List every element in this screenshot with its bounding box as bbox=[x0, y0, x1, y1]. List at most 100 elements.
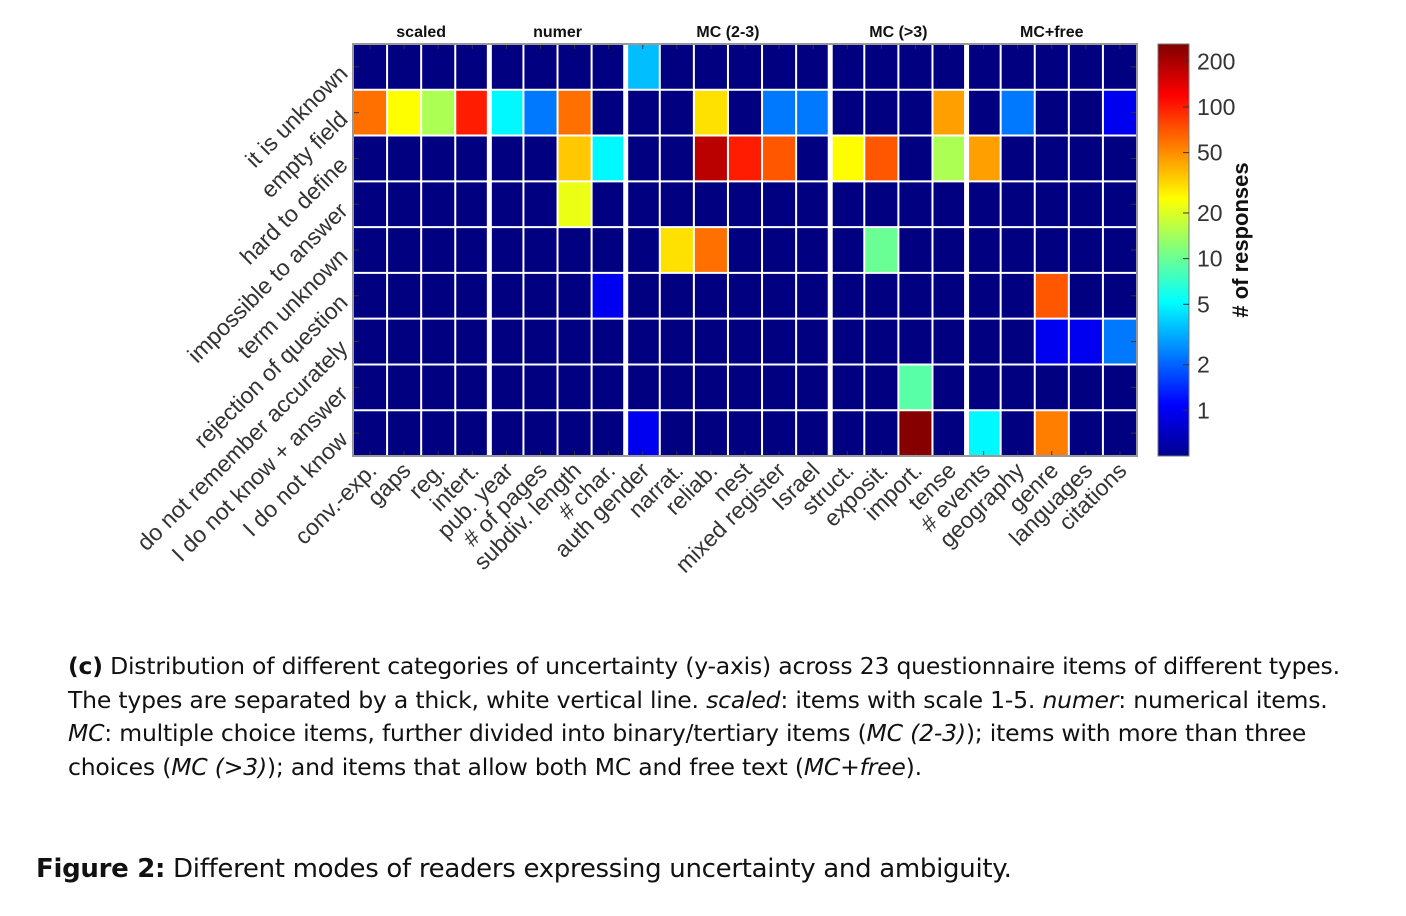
heatmap-cell bbox=[455, 181, 490, 228]
heatmap-cell bbox=[1034, 410, 1070, 457]
heatmap-cell bbox=[830, 364, 865, 411]
heatmap-gridlines bbox=[352, 43, 1138, 457]
colorbar-tick-label: 200 bbox=[1197, 48, 1235, 74]
heatmap-cell bbox=[898, 318, 933, 365]
heatmap-cell bbox=[1068, 181, 1104, 228]
heatmap-cell bbox=[557, 227, 593, 274]
heatmap-cell bbox=[557, 364, 593, 411]
heatmap-cell bbox=[1000, 181, 1036, 228]
heatmap-cell bbox=[898, 410, 933, 457]
heatmap-cell bbox=[727, 364, 763, 411]
heatmap-cell bbox=[762, 44, 797, 91]
colorbar-gradient bbox=[1157, 43, 1190, 457]
heatmap-cell bbox=[421, 318, 456, 365]
heatmap-cell bbox=[455, 89, 490, 137]
heatmap-cell bbox=[762, 318, 797, 365]
heatmap-cell bbox=[966, 89, 1002, 137]
heatmap-cell bbox=[898, 364, 933, 411]
heatmap-cell bbox=[864, 318, 899, 365]
heatmap-cell bbox=[830, 135, 865, 182]
heatmap-cell bbox=[1034, 318, 1070, 365]
heatmap-cell bbox=[898, 181, 933, 228]
heatmap-cell bbox=[591, 227, 627, 274]
heatmap-cell bbox=[523, 272, 559, 320]
heatmap-cell bbox=[762, 227, 797, 274]
heatmap-cell bbox=[762, 135, 797, 182]
heatmap-cell bbox=[830, 410, 865, 457]
caption-emphasis: MC+free bbox=[803, 752, 906, 781]
heatmap-cell bbox=[489, 44, 524, 91]
heatmap-cell bbox=[966, 272, 1002, 320]
heatmap-cell bbox=[727, 89, 763, 137]
heatmap-cell bbox=[659, 364, 695, 411]
subfigure-caption-body: Distribution of different categories of … bbox=[68, 652, 1340, 781]
caption-text: ); and items that allow both MC and free… bbox=[266, 752, 804, 781]
colorbar-label: # of responses bbox=[1228, 162, 1253, 317]
subfigure-caption: (c) Distribution of different categories… bbox=[68, 650, 1358, 784]
heatmap-cell bbox=[1068, 364, 1104, 411]
heatmap-cell bbox=[796, 227, 831, 274]
figure-label: Figure 2: bbox=[36, 854, 166, 884]
heatmap-cell bbox=[864, 44, 899, 91]
heatmap-cell bbox=[523, 181, 559, 228]
heatmap-cell bbox=[932, 318, 968, 365]
heatmap-cell bbox=[966, 135, 1002, 182]
heatmap-cell bbox=[489, 272, 524, 320]
heatmap-cell bbox=[591, 89, 627, 137]
heatmap-cell bbox=[1034, 181, 1070, 228]
heatmap-cell bbox=[421, 410, 456, 457]
caption-emphasis: numer bbox=[1042, 685, 1119, 714]
heatmap-cell bbox=[966, 181, 1002, 228]
heatmap-cell bbox=[455, 318, 490, 365]
heatmap-cell bbox=[830, 227, 865, 274]
heatmap-cell bbox=[489, 227, 524, 274]
caption-text: : items with scale 1-5. bbox=[780, 685, 1043, 714]
heatmap-cell bbox=[523, 318, 559, 365]
heatmap-cell bbox=[1034, 89, 1070, 137]
heatmap-cell bbox=[727, 318, 763, 365]
heatmap-cell bbox=[387, 272, 422, 320]
heatmap-cell bbox=[966, 364, 1002, 411]
heatmap-cell bbox=[932, 410, 968, 457]
heatmap-cell bbox=[421, 89, 456, 137]
heatmap-cell bbox=[659, 272, 695, 320]
heatmap-cell bbox=[830, 89, 865, 137]
group-labels: scaled numer MC (2-3) MC (>3) MC+free bbox=[396, 24, 1083, 41]
heatmap-cell bbox=[1068, 272, 1104, 320]
heatmap-cell bbox=[387, 410, 422, 457]
heatmap-cell bbox=[455, 410, 490, 457]
heatmap-cell bbox=[489, 364, 524, 411]
figure-caption-text: Different modes of readers expressing un… bbox=[165, 854, 1012, 884]
heatmap-cell bbox=[898, 227, 933, 274]
heatmap-cell bbox=[421, 181, 456, 228]
heatmap-cell bbox=[557, 272, 593, 320]
heatmap-cell bbox=[557, 181, 593, 228]
caption-text: ); items with more than three choices ( bbox=[68, 719, 1307, 781]
heatmap-cell bbox=[591, 410, 627, 457]
heatmap-cell bbox=[387, 135, 422, 182]
heatmap-cell bbox=[762, 272, 797, 320]
heatmap-cell bbox=[932, 181, 968, 228]
heatmap-cell bbox=[659, 44, 695, 91]
heatmap-cell bbox=[966, 318, 1002, 365]
heatmap-cell bbox=[421, 227, 456, 274]
heatmap-cell bbox=[898, 44, 933, 91]
heatmap-cell bbox=[762, 364, 797, 411]
heatmap-cell bbox=[659, 181, 695, 228]
heatmap-cell bbox=[693, 272, 729, 320]
colorbar-tick-label: 2 bbox=[1197, 352, 1210, 378]
heatmap-cell bbox=[489, 410, 524, 457]
heatmap-cell bbox=[489, 135, 524, 182]
heatmap-cell bbox=[932, 227, 968, 274]
heatmap-cell bbox=[591, 181, 627, 228]
heatmap-cell bbox=[693, 364, 729, 411]
heatmap-cell bbox=[387, 44, 422, 91]
heatmap-cell bbox=[489, 318, 524, 365]
heatmap-cell bbox=[932, 44, 968, 91]
heatmap-cell bbox=[625, 44, 661, 91]
heatmap-cell bbox=[659, 410, 695, 457]
heatmap-cell bbox=[523, 135, 559, 182]
colorbar: 1 2 5 10 20 50 100 200 # of responses bbox=[1157, 43, 1253, 457]
heatmap-cell bbox=[421, 272, 456, 320]
